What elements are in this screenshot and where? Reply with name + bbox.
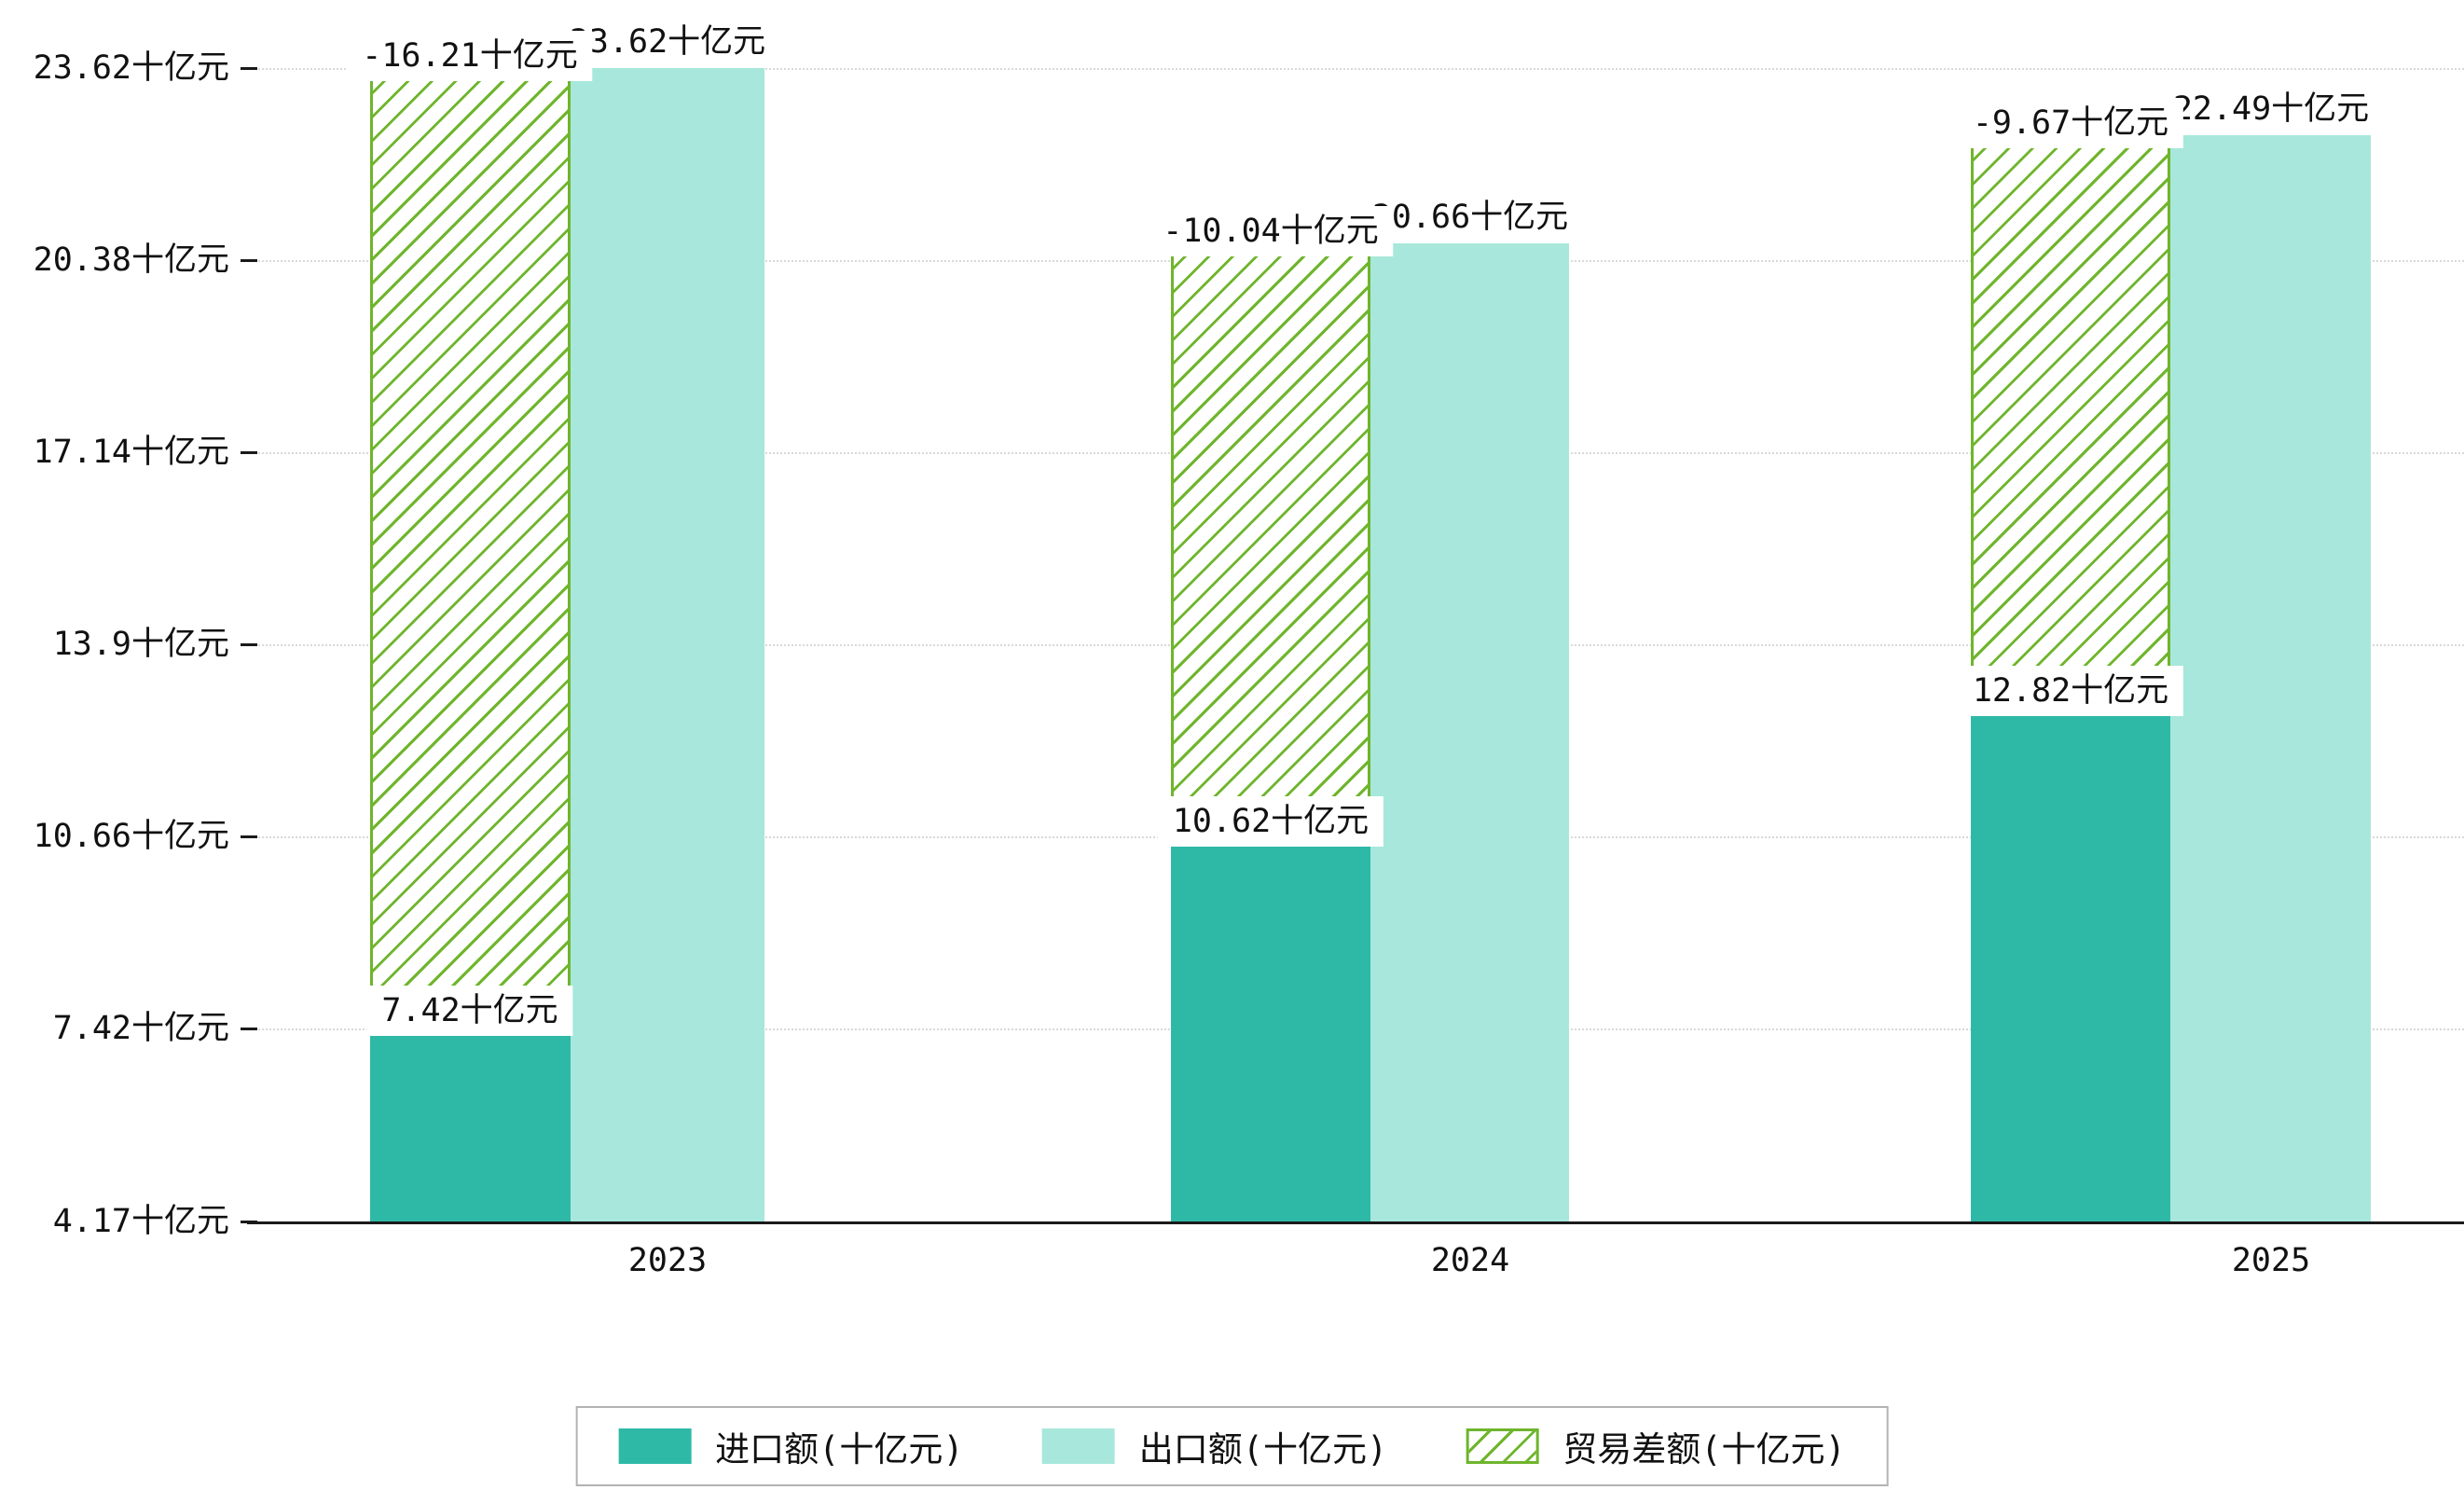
- x-tick-label-2025: 2025: [2231, 1242, 2311, 1279]
- export-bar-2024: [1370, 243, 1569, 1221]
- y-tick-mark: [241, 259, 257, 262]
- export-bar-2023: [571, 68, 764, 1221]
- import-bar-2025: [1971, 709, 2170, 1221]
- legend-item-export: 出口额(十亿元): [1041, 1421, 1388, 1471]
- x-axis-line: [247, 1221, 2464, 1224]
- balance-value-label-2024: -10.04十亿元: [1148, 206, 1394, 256]
- import-value-label-2025: 12.82十亿元: [1957, 666, 2184, 716]
- y-tick-label: 20.38十亿元: [33, 241, 229, 279]
- balance-value-label-2025: -9.67十亿元: [1957, 98, 2184, 148]
- y-tick-label: 17.14十亿元: [33, 434, 229, 471]
- export-value-label-2024: 20.66十亿元: [1356, 192, 1584, 242]
- x-tick-label-2024: 2024: [1430, 1242, 1510, 1279]
- trade-balance-bar-2024: [1171, 243, 1370, 839]
- trade-balance-hatch-swatch-icon: [1466, 1428, 1539, 1464]
- legend-label-export: 出口额(十亿元): [1138, 1429, 1388, 1469]
- y-tick-label: 13.9十亿元: [52, 626, 229, 663]
- trade-balance-bar-2023: [370, 68, 571, 1028]
- import-bar-2024: [1171, 839, 1370, 1221]
- export-value-label-2025: 22.49十亿元: [2157, 84, 2385, 134]
- y-tick-mark: [241, 643, 257, 646]
- y-tick-mark: [241, 835, 257, 838]
- import-value-label-2024: 10.62十亿元: [1157, 796, 1384, 847]
- y-tick-mark: [241, 67, 257, 70]
- import-bar-2023: [370, 1028, 571, 1221]
- legend-item-import: 进口额(十亿元): [618, 1421, 964, 1471]
- y-tick-mark: [241, 1028, 257, 1030]
- gridline: [247, 68, 2464, 70]
- y-tick-label: 23.62十亿元: [33, 49, 229, 87]
- y-tick-label: 4.17十亿元: [52, 1203, 229, 1240]
- y-tick-label: 7.42十亿元: [52, 1010, 229, 1047]
- import-value-label-2023: 7.42十亿元: [366, 986, 573, 1036]
- trade-balance-bar-2025: [1971, 135, 2170, 709]
- export-bar-2025: [2170, 135, 2371, 1221]
- y-tick-label: 10.66十亿元: [33, 818, 229, 855]
- import-swatch-icon: [618, 1428, 692, 1464]
- legend-label-import: 进口额(十亿元): [715, 1429, 964, 1469]
- export-swatch-icon: [1041, 1428, 1115, 1464]
- chart-legend: 进口额(十亿元) 出口额(十亿元) 贸易差额(十亿元): [575, 1406, 1889, 1486]
- balance-value-label-2023: -16.21十亿元: [347, 31, 593, 81]
- y-tick-mark: [241, 451, 257, 454]
- x-tick-label-2023: 2023: [627, 1242, 708, 1279]
- legend-label-balance: 贸易差额(十亿元): [1562, 1429, 1846, 1469]
- legend-item-balance: 贸易差额(十亿元): [1466, 1421, 1846, 1471]
